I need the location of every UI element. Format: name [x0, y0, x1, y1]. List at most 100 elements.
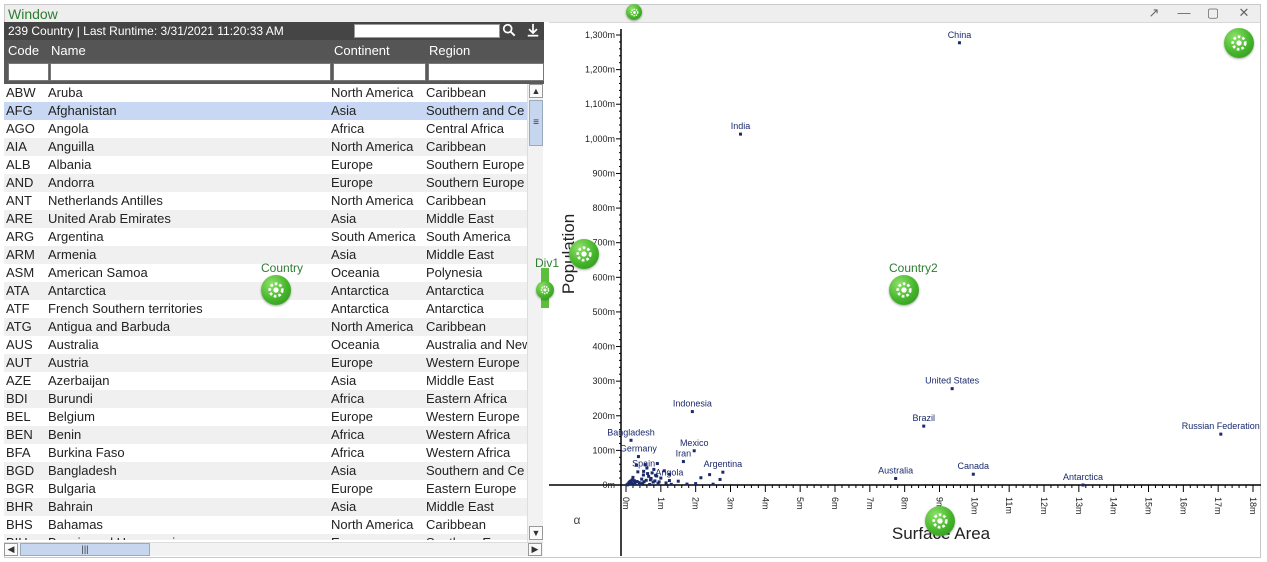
table-row[interactable]: ARM Armenia Asia Middle East [4, 246, 527, 264]
table-row[interactable]: ATF French Southern territories Antarctica… [4, 300, 527, 318]
y-tick-label: 300m [592, 376, 615, 386]
cell-continent: Asia [331, 247, 357, 262]
point-label: Russian Federation [1182, 421, 1260, 431]
cell-code: BGD [6, 463, 35, 478]
table-row[interactable]: BGD Bangladesh Asia Southern and Ce [4, 462, 527, 480]
cell-name: Bulgaria [48, 481, 96, 496]
column-header-code[interactable]: Code [8, 43, 40, 58]
cell-name: Aruba [48, 85, 83, 100]
data-point [894, 476, 898, 480]
x-tick-label: 6m [830, 497, 840, 510]
table-row[interactable]: ALB Albania Europe Southern Europe [4, 156, 527, 174]
cell-name: Bahamas [48, 517, 103, 532]
grid-search-input[interactable] [354, 24, 500, 38]
filter-name-input[interactable] [50, 63, 331, 81]
cell-region: Southern Europe [426, 535, 527, 540]
axis-gear-icon[interactable] [925, 506, 955, 536]
table-row[interactable]: AIA Anguilla North America Caribbean [4, 138, 527, 156]
filter-region-input[interactable] [428, 63, 544, 81]
table-row[interactable]: BDI Burundi Africa Eastern Africa [4, 390, 527, 408]
column-header-continent[interactable]: Continent [334, 43, 390, 58]
cell-code: ARE [6, 211, 33, 226]
cell-name: Bosnia and Herzegovina [48, 535, 330, 540]
column-header-row: Code Name Continent Region [4, 40, 544, 60]
table-row[interactable]: BGR Bulgaria Europe Eastern Europe [4, 480, 527, 498]
table-row[interactable]: ANT Netherlands Antilles North America Cari… [4, 192, 527, 210]
grid-header-bar: 239 Country | Last Runtime: 3/31/2021 11… [4, 22, 544, 40]
table-row[interactable]: AUT Austria Europe Western Europe [4, 354, 527, 372]
cell-continent: Europe [331, 535, 426, 540]
y-tick-label: 400m [592, 342, 615, 352]
point-label: Argentina [704, 459, 743, 469]
maximize-icon[interactable]: ▢ [1206, 5, 1220, 20]
table-row[interactable]: AND Andorra Europe Southern Europe [4, 174, 527, 192]
chart-settings-gear-icon[interactable] [1224, 28, 1254, 58]
point-label: United States [925, 376, 980, 386]
country-gear-icon[interactable] [261, 275, 291, 305]
vertical-scrollbar[interactable]: ▲ ≡ ▼ [527, 84, 543, 542]
x-tick-label: 3m [726, 497, 736, 510]
column-header-region[interactable]: Region [429, 43, 471, 58]
download-icon[interactable] [525, 23, 541, 39]
table-row[interactable]: AUS Australia Oceania Australia and New [4, 336, 527, 354]
cell-code: ARG [6, 229, 35, 244]
table-row[interactable]: ARG Argentina South America South America [4, 228, 527, 246]
filter-code-input[interactable] [8, 63, 49, 81]
table-row[interactable]: BIHBosnia and HerzegovinaEuropeSouthern … [4, 534, 527, 540]
table-row[interactable]: AZE Azerbaijan Asia Middle East [4, 372, 527, 390]
popout-icon[interactable]: ↗ [1148, 5, 1160, 20]
table-row[interactable]: ASM American Samoa Oceania Polynesia [4, 264, 527, 282]
data-point [669, 482, 673, 486]
data-point [1219, 432, 1223, 436]
table-row[interactable]: AGO Angola Africa Central Africa [4, 120, 527, 138]
data-point [685, 482, 689, 486]
data-point [651, 480, 655, 484]
data-point [690, 410, 694, 414]
search-icon[interactable] [501, 23, 517, 39]
data-point [629, 438, 633, 442]
scroll-up-icon[interactable]: ▲ [529, 84, 543, 98]
cell-region: Western Europe [426, 355, 520, 370]
country2-gear-icon[interactable] [889, 275, 919, 305]
x-tick-label: 12m [1039, 497, 1049, 515]
table-row[interactable]: ABW Aruba North America Caribbean [4, 84, 527, 102]
cell-code: BEL [6, 409, 31, 424]
minimize-icon[interactable]: — [1177, 5, 1191, 20]
cell-region: Southern and Ce [426, 463, 525, 478]
table-row[interactable]: ATG Antigua and Barbuda North America Carib… [4, 318, 527, 336]
filter-continent-input[interactable] [333, 63, 426, 81]
table-row[interactable]: BFA Burkina Faso Africa Western Africa [4, 444, 527, 462]
cell-continent: Europe [331, 481, 373, 496]
cell-region: Western Africa [426, 445, 511, 460]
data-point [708, 473, 712, 477]
point-label: Indonesia [673, 399, 712, 409]
close-icon[interactable]: ✕ [1238, 5, 1250, 20]
scroll-left-icon[interactable]: ◀ [4, 543, 18, 556]
cell-code: BEN [6, 427, 33, 442]
scroll-right-icon[interactable]: ▶ [528, 543, 542, 556]
scroll-down-icon[interactable]: ▼ [529, 526, 543, 540]
y-tick-label: 700m [592, 238, 615, 248]
table-row[interactable]: BEN Benin Africa Western Africa [4, 426, 527, 444]
div1-gear-icon[interactable] [536, 281, 554, 299]
vertical-scroll-thumb[interactable]: ≡ [529, 100, 543, 146]
table-row[interactable]: BHS Bahamas North America Caribbean [4, 516, 527, 534]
data-point [922, 424, 926, 428]
horizontal-scrollbar[interactable]: ◀ ||| ▶ [4, 542, 543, 556]
x-tick-label: 2m [691, 497, 701, 510]
table-row[interactable]: ARE United Arab Emirates Asia Middle East [4, 210, 527, 228]
table-row[interactable]: AFG Afghanistan Asia Southern and Ce [4, 102, 527, 120]
x-tick-label: 4m [760, 497, 770, 510]
chart-gear-icon[interactable] [569, 239, 599, 269]
column-header-name[interactable]: Name [51, 43, 86, 58]
table-row[interactable]: ATA Antarctica Antarctica Antarctica [4, 282, 527, 300]
horizontal-scroll-thumb[interactable]: ||| [20, 543, 150, 556]
table-row[interactable]: BEL Belgium Europe Western Europe [4, 408, 527, 426]
point-label: Mexico [680, 438, 709, 448]
cell-code: BHS [6, 517, 33, 532]
x-tick-label: 10m [969, 497, 979, 515]
top-gear-icon[interactable] [626, 4, 642, 20]
cell-code: ATA [6, 283, 30, 298]
table-row[interactable]: BHR Bahrain Asia Middle East [4, 498, 527, 516]
data-point [718, 477, 722, 481]
